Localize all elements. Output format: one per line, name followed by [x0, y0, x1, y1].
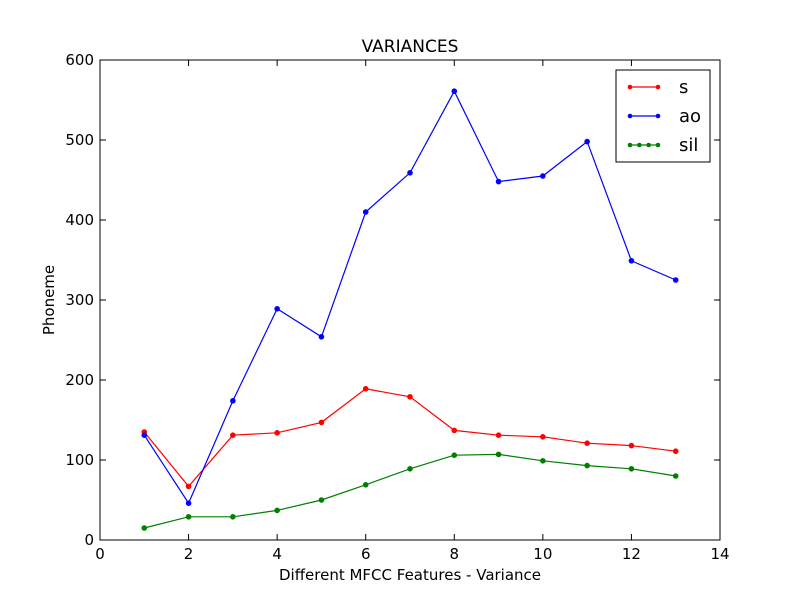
data-point-sil — [451, 452, 458, 459]
legend-label-sil: sil — [679, 135, 698, 156]
data-point-ao — [230, 398, 236, 404]
x-tick-label: 0 — [95, 545, 105, 563]
x-tick-label: 12 — [622, 545, 641, 563]
y-tick-label: 500 — [65, 131, 94, 149]
legend-marker-sil — [646, 142, 651, 148]
data-point-sil — [584, 462, 590, 469]
legend-marker-sil — [627, 142, 633, 148]
x-tick-label: 2 — [184, 545, 194, 563]
legend-entry-s: s — [627, 77, 688, 98]
data-point-s — [230, 432, 236, 439]
data-point-s — [584, 440, 590, 447]
y-axis-label: Phoneme — [40, 265, 58, 335]
y-tick-label: 400 — [65, 211, 94, 229]
legend-label-s: s — [679, 77, 688, 98]
legend-entry-ao: ao — [627, 106, 701, 127]
series-layer — [141, 88, 679, 531]
data-point-ao — [628, 258, 635, 264]
y-tick-label: 0 — [84, 531, 94, 549]
data-point-s — [672, 448, 679, 455]
data-point-s — [495, 432, 502, 439]
legend-marker-ao — [627, 113, 633, 119]
x-tick-label: 6 — [361, 545, 371, 563]
data-point-s — [318, 419, 325, 426]
data-point-ao — [407, 170, 413, 176]
data-point-sil — [141, 525, 148, 531]
data-point-ao — [318, 334, 325, 340]
legend-marker-s — [655, 84, 661, 90]
data-point-s — [407, 394, 413, 400]
y-tick-label: 300 — [65, 291, 94, 309]
y-tick-label: 600 — [65, 51, 94, 69]
y-tick-label: 100 — [65, 451, 94, 469]
data-point-sil — [628, 466, 635, 472]
data-point-sil — [407, 466, 413, 472]
data-point-ao — [451, 88, 458, 94]
data-point-sil — [495, 451, 502, 458]
data-point-sil — [672, 473, 679, 479]
data-point-sil — [185, 514, 192, 520]
series-sil — [141, 451, 679, 531]
legend: s ao sil — [615, 69, 711, 163]
chart-title: VARIANCES — [362, 37, 459, 57]
legend-label-ao: ao — [679, 106, 701, 127]
y-axis: 0 100 200 300 400 500 600 — [65, 51, 720, 549]
series-ao — [141, 88, 679, 507]
data-point-s — [451, 427, 458, 434]
data-point-ao — [672, 277, 679, 283]
data-point-sil — [274, 507, 280, 514]
data-point-s — [362, 386, 369, 392]
x-tick-label: 4 — [272, 545, 282, 563]
data-point-s — [628, 442, 635, 449]
data-point-s — [185, 483, 192, 490]
y-tick-label: 200 — [65, 371, 94, 389]
data-point-sil — [540, 458, 546, 464]
data-point-ao — [540, 173, 546, 179]
legend-marker-s — [627, 84, 633, 90]
data-point-s — [540, 434, 546, 440]
x-axis-label: Different MFCC Features - Variance — [279, 566, 541, 584]
legend-entry-sil: sil — [627, 135, 698, 156]
data-point-ao — [495, 178, 502, 185]
legend-marker-sil — [637, 142, 642, 148]
legend-box — [615, 69, 711, 163]
data-point-ao — [584, 138, 590, 145]
legend-marker-ao — [655, 113, 661, 119]
data-point-s — [274, 430, 280, 436]
data-point-sil — [230, 514, 236, 520]
data-point-sil — [318, 497, 325, 503]
data-point-sil — [362, 482, 369, 488]
data-point-ao — [185, 500, 192, 507]
x-tick-label: 14 — [710, 545, 729, 563]
x-axis: 0 2 4 6 8 10 12 14 — [95, 60, 730, 563]
data-point-ao — [141, 432, 148, 439]
legend-marker-sil — [655, 142, 661, 148]
data-point-ao — [274, 306, 280, 312]
x-tick-label: 10 — [533, 545, 552, 563]
data-point-ao — [362, 209, 369, 215]
x-tick-label: 8 — [450, 545, 460, 563]
